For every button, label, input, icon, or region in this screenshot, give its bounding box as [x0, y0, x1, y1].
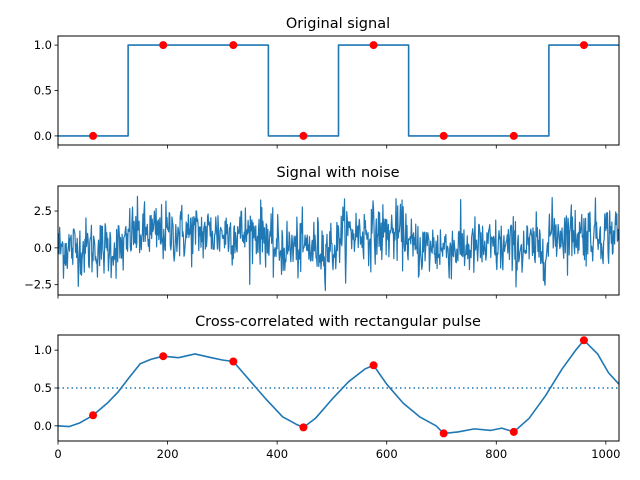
sample-marker	[229, 357, 238, 366]
axes-frame	[57, 334, 620, 442]
y-tick-label: 0.0	[34, 419, 52, 433]
sample-marker	[299, 131, 308, 140]
y-tick-label: 0.0	[34, 129, 52, 143]
sample-marker	[89, 411, 98, 420]
panel-cross-correlated: Cross-correlated with rectangular pulse …	[34, 314, 621, 461]
series-line	[58, 44, 619, 137]
sample-marker	[579, 41, 588, 50]
sample-marker	[159, 41, 168, 50]
sample-marker	[89, 131, 98, 140]
sample-marker	[579, 336, 588, 345]
series-line	[57, 339, 620, 435]
sample-marker	[229, 41, 238, 50]
panel-original-signal: Original signal 0.0 0.5 1.0	[34, 16, 620, 149]
title-cross-correlated: Cross-correlated with rectangular pulse	[195, 314, 481, 330]
sample-marker	[509, 427, 518, 436]
title-signal-with-noise: Signal with noise	[276, 165, 399, 181]
panel-signal-with-noise: Signal with noise −2.5 0.0 2.5	[24, 165, 620, 299]
x-tick-label: 800	[485, 447, 507, 461]
sample-marker	[439, 429, 448, 438]
axes-frame	[57, 35, 620, 146]
sample-marker	[439, 131, 448, 140]
sample-marker	[369, 361, 378, 370]
y-tick-label: 1.0	[34, 38, 52, 52]
sample-marker	[509, 131, 518, 140]
y-tick-label: 0.5	[34, 84, 52, 98]
x-tick-label: 1000	[591, 447, 620, 461]
noisy-series-line	[57, 195, 620, 292]
sample-marker	[159, 352, 168, 361]
x-tick-label: 600	[376, 447, 398, 461]
axes-frame	[57, 185, 620, 296]
y-tick-label: 0.0	[34, 241, 52, 255]
x-tick-label: 400	[266, 447, 288, 461]
title-original-signal: Original signal	[286, 16, 390, 32]
y-tick-label: 2.5	[34, 204, 52, 218]
y-tick-label: 1.0	[34, 343, 52, 357]
y-tick-label: 0.5	[34, 381, 52, 395]
sample-marker	[369, 41, 378, 50]
y-tick-label: −2.5	[24, 278, 52, 292]
x-tick-label: 0	[54, 447, 61, 461]
x-tick-label: 200	[157, 447, 179, 461]
sample-marker	[299, 423, 308, 432]
